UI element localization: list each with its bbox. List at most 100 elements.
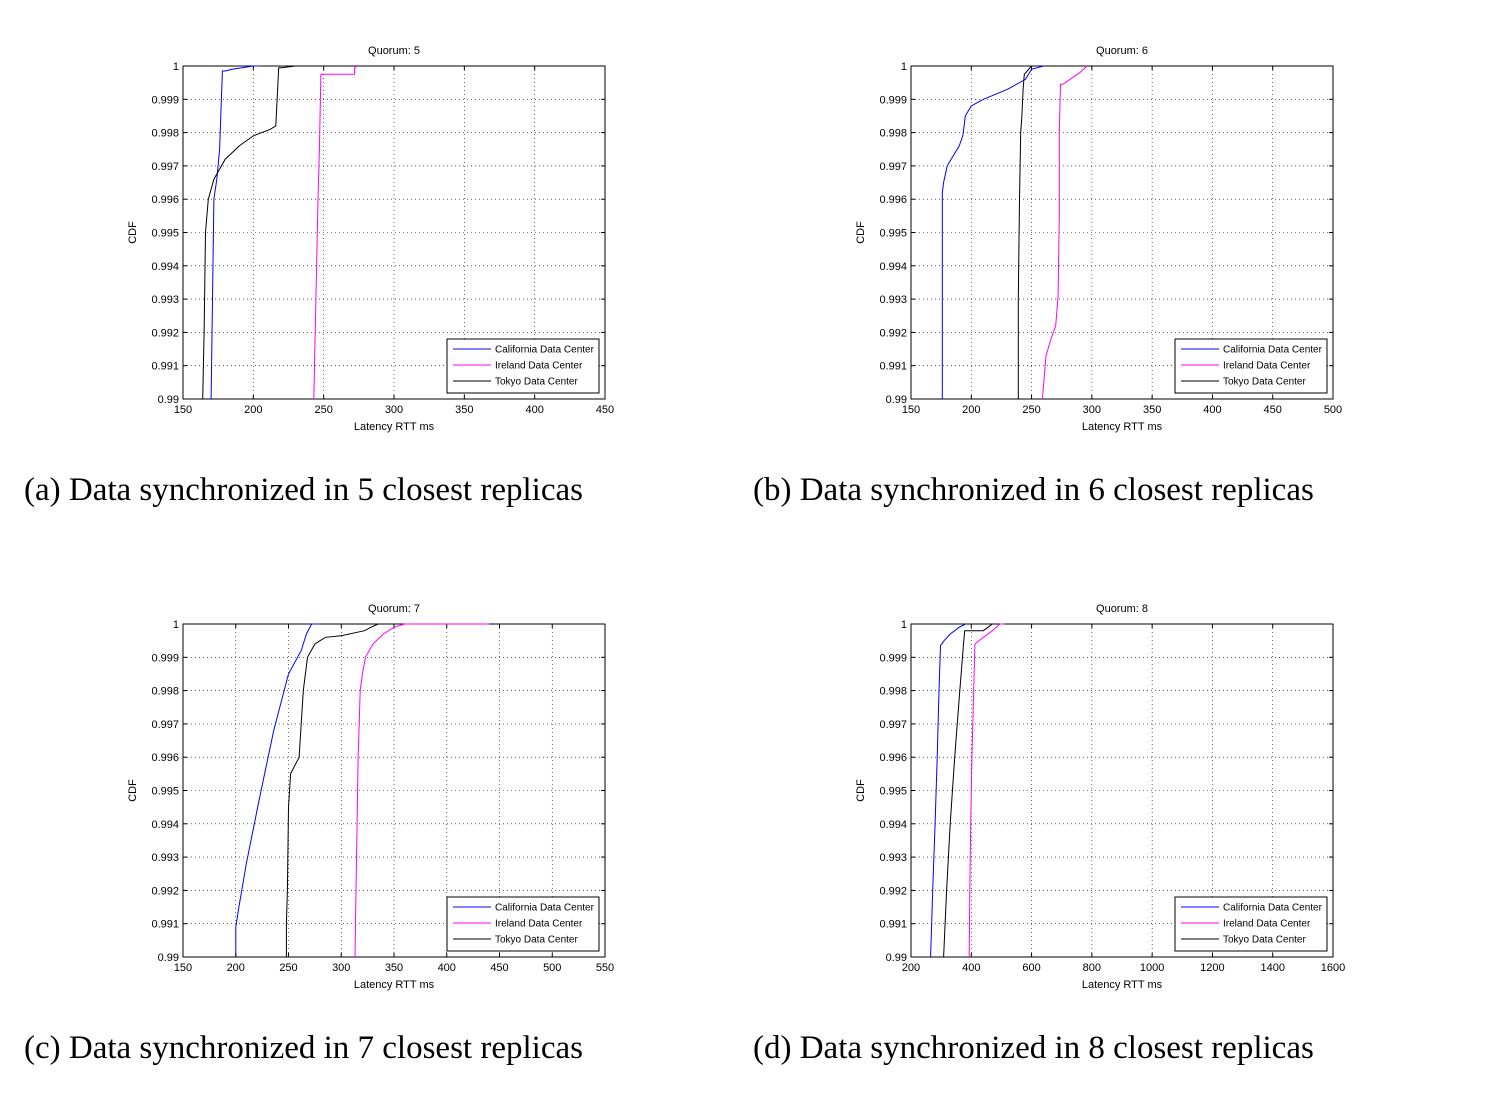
y-tick-label: 0.99 — [886, 394, 907, 406]
y-tick-label: 0.995 — [151, 228, 179, 240]
x-tick-label: 150 — [902, 404, 920, 416]
x-tick-label: 400 — [438, 962, 456, 974]
caption-a: (a) Data synchronized in 5 closest repli… — [24, 472, 583, 508]
legend-entry: California Data Center — [495, 903, 595, 914]
y-tick-label: 0.991 — [151, 361, 179, 373]
legend-entry: Tokyo Data Center — [495, 377, 578, 388]
legend-entry: California Data Center — [495, 345, 595, 356]
x-tick-label: 450 — [596, 404, 614, 416]
y-tick-label: 0.995 — [879, 228, 907, 240]
x-tick-label: 250 — [314, 404, 332, 416]
y-tick-label: 0.996 — [151, 194, 179, 206]
y-tick-label: 0.996 — [879, 752, 907, 764]
x-tick-label: 350 — [1143, 404, 1161, 416]
y-tick-label: 1 — [173, 61, 179, 73]
y-tick-label: 0.992 — [879, 885, 907, 897]
y-tick-label: 1 — [901, 61, 907, 73]
y-tick-label: 0.999 — [879, 652, 907, 664]
x-tick-label: 450 — [490, 962, 508, 974]
series-line-tokyo — [1017, 65, 1032, 399]
chart-b: 150 200 250 300 350 400 450 500 0.99 0.991 0.992 0.… — [855, 45, 1342, 433]
y-tick-label: 0.998 — [151, 128, 179, 140]
y-tick-label: 0.994 — [879, 819, 907, 831]
series-line-ireland — [968, 623, 1005, 958]
series-line-california — [210, 65, 261, 400]
y-tick-label: 0.999 — [879, 94, 907, 106]
legend-entry: Ireland Data Center — [1223, 919, 1311, 930]
chart-a-legend: California Data Center Ireland Data Cente… — [446, 338, 600, 394]
series-line-ireland — [1041, 65, 1088, 400]
y-tick-label: 0.991 — [151, 919, 179, 931]
chart-d-title: Quorum: 8 — [1096, 603, 1148, 615]
x-tick-label: 800 — [1083, 962, 1101, 974]
y-tick-label: 0.999 — [151, 94, 179, 106]
x-tick-label: 450 — [1264, 404, 1282, 416]
y-tick-label: 0.995 — [151, 786, 179, 798]
series-line-ireland — [354, 623, 489, 958]
x-tick-label: 250 — [279, 962, 297, 974]
x-tick-label: 400 — [1203, 404, 1221, 416]
series-line-california — [941, 65, 1044, 399]
y-tick-label: 0.991 — [879, 361, 907, 373]
series-line-tokyo — [202, 65, 303, 400]
legend-entry: California Data Center — [1223, 903, 1323, 914]
y-tick-label: 0.99 — [158, 952, 179, 964]
x-tick-label: 150 — [174, 404, 192, 416]
y-tick-label: 0.992 — [151, 885, 179, 897]
x-tick-label: 200 — [244, 404, 262, 416]
legend-box — [1174, 338, 1328, 394]
x-tick-label: 1200 — [1200, 962, 1224, 974]
x-tick-label: 200 — [902, 962, 920, 974]
chart-c-legend: California Data Center Ireland Data Cente… — [446, 896, 600, 952]
y-tick-label: 0.994 — [151, 819, 179, 831]
series-line-tokyo — [285, 623, 379, 957]
y-tick-label: 1 — [173, 619, 179, 631]
chart-d-xlabel: Latency RTT ms — [1082, 979, 1163, 991]
legend-entry: Ireland Data Center — [495, 361, 583, 372]
chart-a: 150 200 250 300 350 400 450 0.99 0.991 0.992 0.993… — [127, 45, 614, 433]
y-tick-label: 0.992 — [879, 327, 907, 339]
caption-b: (b) Data synchronized in 6 closest repli… — [753, 472, 1314, 508]
legend-entry: Tokyo Data Center — [1223, 377, 1306, 388]
legend-entry: Tokyo Data Center — [495, 935, 578, 946]
series-line-tokyo — [943, 623, 993, 958]
chart-a-title: Quorum: 5 — [368, 45, 420, 57]
x-tick-label: 400 — [962, 962, 980, 974]
legend-entry: Ireland Data Center — [1223, 361, 1311, 372]
chart-d-ylabel: CDF — [855, 779, 867, 802]
y-tick-label: 0.997 — [879, 161, 907, 173]
y-tick-label: 0.997 — [151, 719, 179, 731]
x-tick-label: 300 — [385, 404, 403, 416]
chart-a-xlabel: Latency RTT ms — [354, 421, 435, 433]
chart-c: 150 200 250 300 350 400 450 500 550 0.99 0.991 0.99… — [127, 603, 614, 991]
x-tick-label: 500 — [543, 962, 561, 974]
x-tick-label: 350 — [385, 962, 403, 974]
chart-b-ylabel: CDF — [855, 221, 867, 244]
y-tick-label: 0.993 — [879, 294, 907, 306]
x-tick-label: 1600 — [1321, 962, 1345, 974]
y-tick-label: 0.99 — [886, 952, 907, 964]
legend-entry: California Data Center — [1223, 345, 1323, 356]
x-tick-label: 600 — [1022, 962, 1040, 974]
x-tick-label: 300 — [1083, 404, 1101, 416]
chart-b-xlabel: Latency RTT ms — [1082, 421, 1163, 433]
legend-box — [446, 338, 600, 394]
chart-panel-b: 150 200 250 300 350 400 450 500 0.99 0.991 0.992 0.… — [828, 40, 1368, 440]
chart-c-ylabel: CDF — [127, 779, 139, 802]
legend-entry: Ireland Data Center — [495, 919, 583, 930]
y-tick-label: 0.99 — [158, 394, 179, 406]
x-tick-label: 200 — [227, 962, 245, 974]
chart-c-xlabel: Latency RTT ms — [354, 979, 435, 991]
chart-d-legend: California Data Center Ireland Data Cente… — [1174, 896, 1328, 952]
y-tick-label: 0.995 — [879, 786, 907, 798]
y-tick-label: 0.991 — [879, 919, 907, 931]
x-tick-label: 550 — [596, 962, 614, 974]
x-tick-label: 1400 — [1260, 962, 1284, 974]
legend-box — [446, 896, 600, 952]
x-tick-label: 300 — [332, 962, 350, 974]
y-tick-label: 0.994 — [879, 261, 907, 273]
y-tick-label: 0.998 — [151, 686, 179, 698]
y-tick-label: 0.999 — [151, 652, 179, 664]
legend-box — [1174, 896, 1328, 952]
series-line-california — [930, 623, 966, 958]
